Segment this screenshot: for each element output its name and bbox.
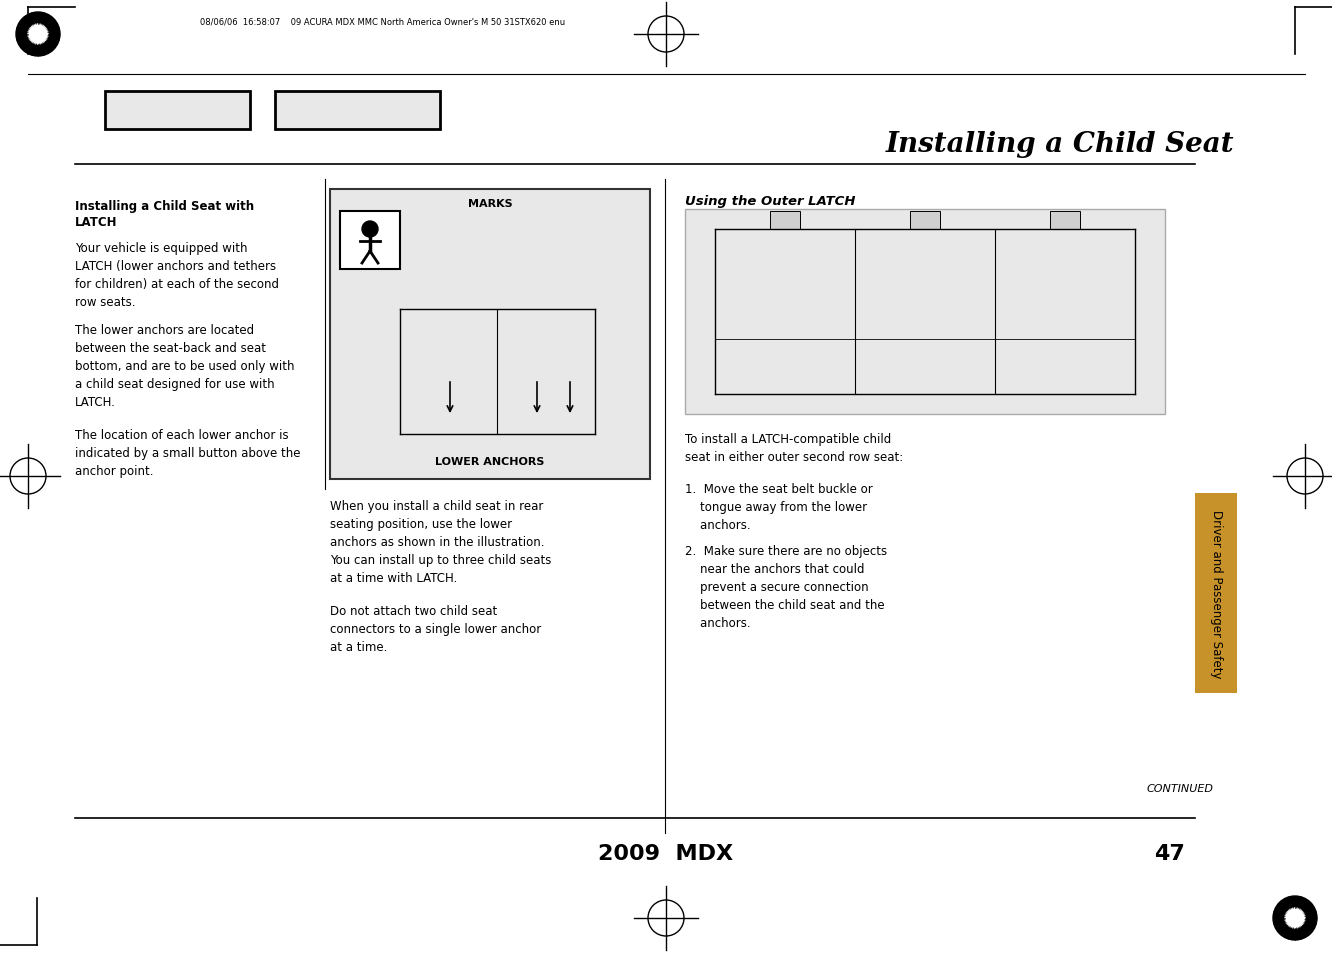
Circle shape: [1285, 908, 1305, 928]
Bar: [910, 212, 940, 230]
Text: 1.  Move the seat belt buckle or
    tongue away from the lower
    anchors.: 1. Move the seat belt buckle or tongue a…: [685, 482, 872, 532]
Text: Do not attach two child seat
connectors to a single lower anchor
at a time.: Do not attach two child seat connectors …: [330, 604, 541, 654]
Text: The lower anchors are located
between the seat-back and seat
bottom, and are to : The lower anchors are located between th…: [75, 324, 294, 409]
Text: Installing a Child Seat: Installing a Child Seat: [886, 132, 1235, 158]
Bar: [1050, 212, 1080, 230]
Text: LATCH: LATCH: [75, 215, 117, 229]
Bar: [685, 210, 1166, 415]
Text: LOWER ANCHORS: LOWER ANCHORS: [436, 456, 545, 467]
Text: The location of each lower anchor is
indicated by a small button above the
ancho: The location of each lower anchor is ind…: [75, 429, 301, 477]
Circle shape: [16, 13, 60, 57]
Text: Your vehicle is equipped with
LATCH (lower anchors and tethers
for children) at : Your vehicle is equipped with LATCH (low…: [75, 242, 278, 309]
Circle shape: [362, 222, 378, 237]
Text: Driver and Passenger Safety: Driver and Passenger Safety: [1209, 509, 1223, 678]
Text: When you install a child seat in rear
seating position, use the lower
anchors as: When you install a child seat in rear se…: [330, 499, 551, 584]
Bar: [274, 91, 440, 130]
Text: 2.  Make sure there are no objects
    near the anchors that could
    prevent a: 2. Make sure there are no objects near t…: [685, 544, 887, 629]
Bar: [330, 190, 650, 479]
Bar: [105, 91, 250, 130]
Text: Using the Outer LATCH: Using the Outer LATCH: [685, 194, 855, 208]
Text: 08/06/06  16:58:07    09 ACURA MDX MMC North America Owner's M 50 31STX620 enu: 08/06/06 16:58:07 09 ACURA MDX MMC North…: [200, 17, 565, 27]
Circle shape: [28, 25, 48, 45]
Bar: [340, 212, 400, 270]
Text: To install a LATCH-compatible child
seat in either outer second row seat:: To install a LATCH-compatible child seat…: [685, 433, 903, 463]
Text: 2009  MDX: 2009 MDX: [598, 843, 734, 863]
Circle shape: [1273, 896, 1317, 940]
Text: MARKS: MARKS: [468, 199, 513, 209]
Text: CONTINUED: CONTINUED: [1147, 783, 1213, 793]
Text: 47: 47: [1154, 843, 1185, 863]
Text: Installing a Child Seat with: Installing a Child Seat with: [75, 200, 254, 213]
Bar: [1195, 494, 1237, 693]
Bar: [770, 212, 801, 230]
